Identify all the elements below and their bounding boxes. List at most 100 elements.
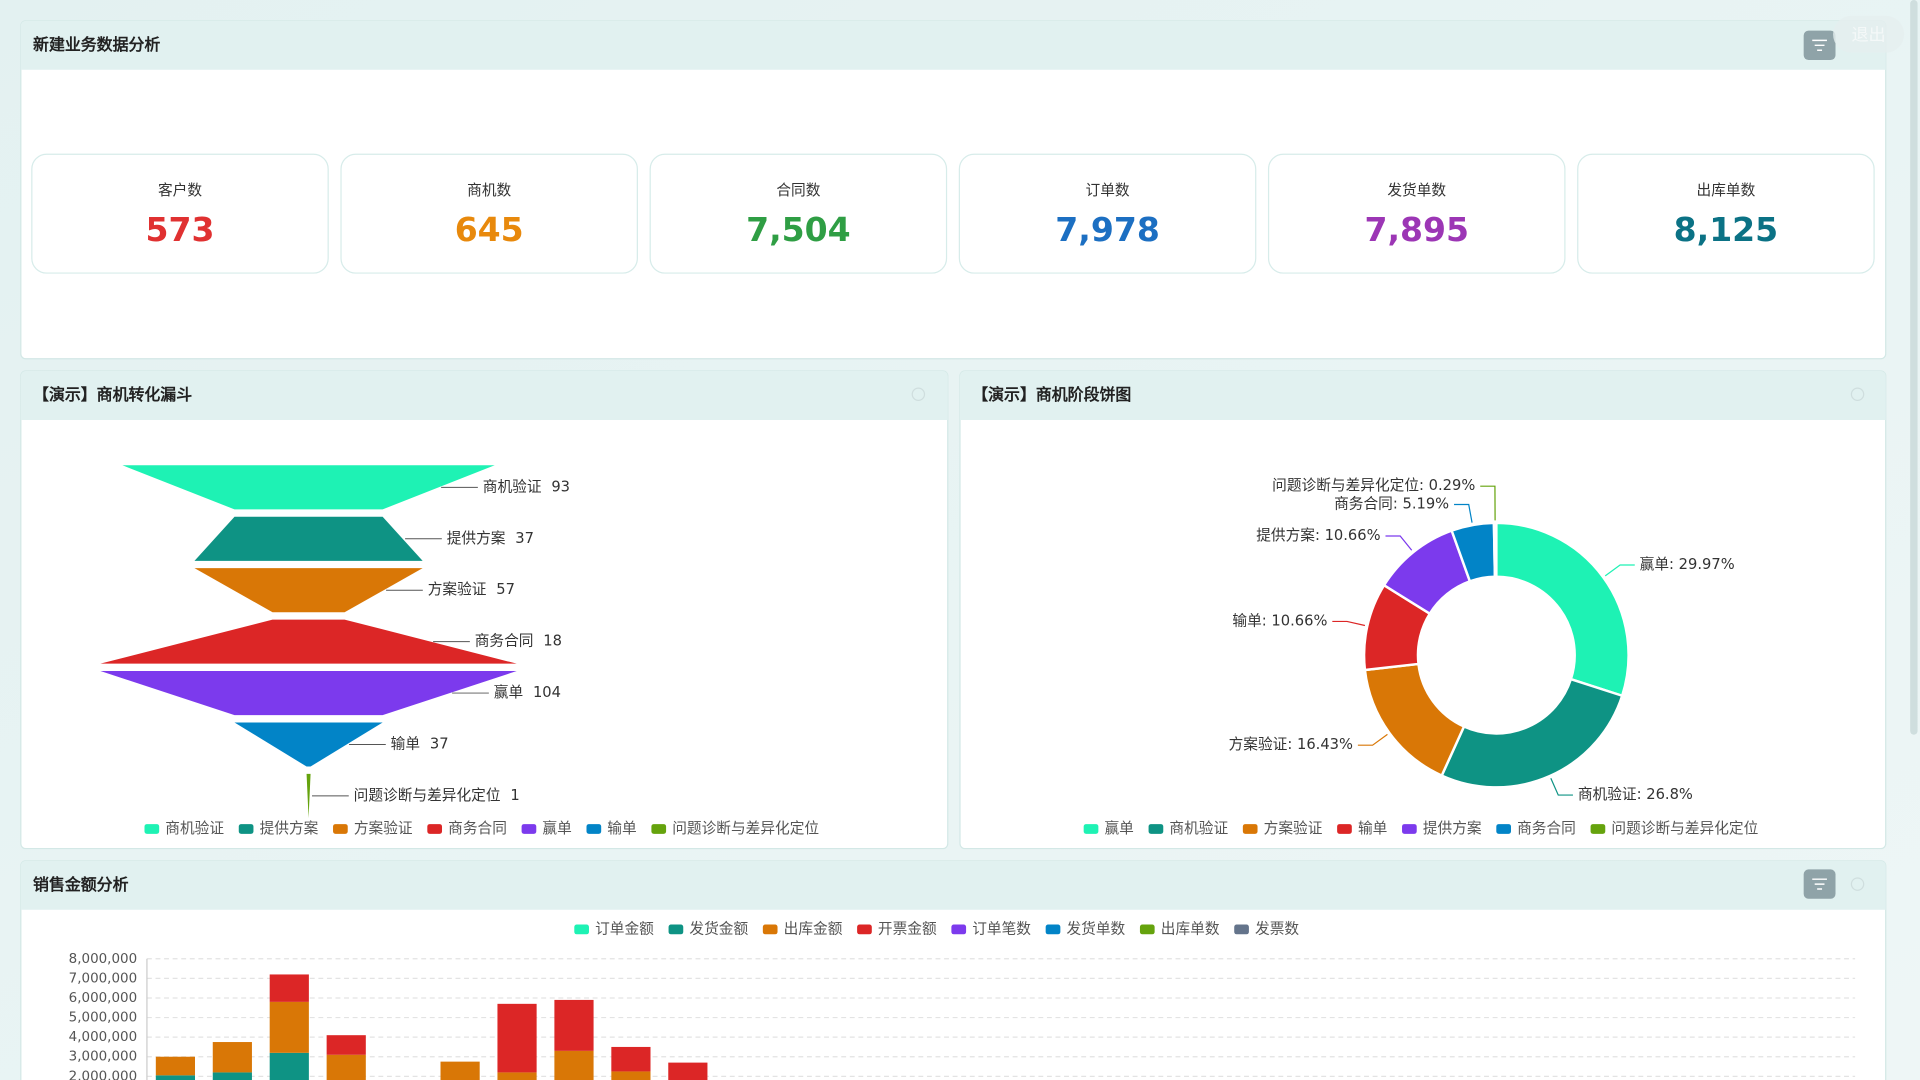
- logout-button[interactable]: [1833, 15, 1905, 53]
- legend-swatch: [427, 824, 443, 834]
- panel-title: 【演示】商机转化漏斗: [33, 385, 192, 404]
- panel-title: 【演示】商机阶段饼图: [972, 385, 1131, 404]
- legend-label: 订单金额: [595, 920, 654, 937]
- legend-label: 输单: [607, 820, 636, 837]
- bar: [269, 1001, 309, 1053]
- legend: 赢单 商机验证 方案验证 输单 提供方案 商务合同 问题诊断与差异化定位: [1083, 819, 1759, 837]
- pie-label: 商机验证: 26.8%: [1578, 786, 1693, 803]
- stat-value: 573: [146, 210, 215, 249]
- funnel-value: 18: [543, 633, 562, 650]
- legend-swatch: [144, 824, 160, 834]
- pie-slice: [1492, 521, 1498, 578]
- pie-label: 赢单: 29.97%: [1640, 556, 1735, 573]
- funnel-label: 提供方案: [447, 529, 506, 547]
- filter-icon: [1812, 878, 1827, 890]
- refresh-icon[interactable]: [1850, 387, 1865, 402]
- legend-swatch: [238, 824, 254, 834]
- stat-card: 商机数 645: [340, 153, 638, 274]
- logout-label[interactable]: 退出: [1851, 26, 1885, 46]
- pie-label: 提供方案: 10.66%: [1256, 526, 1380, 544]
- leader-line: [1550, 778, 1573, 796]
- pie-label: 输单: 10.66%: [1232, 612, 1327, 629]
- legend-label: 出库金额: [784, 920, 843, 937]
- bar: [155, 1056, 195, 1076]
- leader-line: [1454, 503, 1473, 523]
- funnel-label: 方案验证: [428, 580, 487, 598]
- legend-swatch: [1242, 824, 1258, 834]
- stat-cards: 客户数 573 商机数 645 合同数 7,504 订单数 7,978 发货单数 7,895 出库单…: [31, 153, 1875, 274]
- pie-slice: [1495, 521, 1630, 698]
- pie-label: 方案验证: 16.43%: [1229, 735, 1353, 753]
- legend-swatch: [762, 924, 778, 935]
- stat-value: 8,125: [1674, 210, 1779, 249]
- bar: [554, 999, 594, 1051]
- legend-swatch: [1496, 824, 1511, 834]
- pie-label-name: 商机验证: [1578, 786, 1637, 803]
- bar: [497, 1072, 537, 1080]
- y-tick-label: 6,000,000: [69, 991, 137, 1006]
- panel-overview: 新建业务数据分析 退出: [20, 15, 1905, 360]
- legend-swatch: [951, 924, 967, 935]
- bar: [155, 1075, 195, 1080]
- leader-line: [1332, 620, 1366, 627]
- stat-card: 发货单数 7,895: [1267, 153, 1566, 274]
- bar: [269, 1052, 309, 1080]
- legend-label: 出库单数: [1161, 920, 1220, 937]
- pie-label: 商务合同: 5.19%: [1334, 496, 1449, 513]
- filter-icon: [1812, 39, 1827, 51]
- refresh-icon[interactable]: [911, 387, 926, 402]
- legend-swatch: [1148, 824, 1164, 834]
- scrollbar[interactable]: [1910, 0, 1918, 735]
- bar: [440, 1061, 480, 1080]
- y-tick-label: 5,000,000: [69, 1011, 137, 1026]
- funnel-segment: [234, 722, 383, 767]
- pie-label-name: 商务合同: [1334, 496, 1393, 513]
- funnel-label: 输单: [391, 735, 420, 752]
- legend-swatch: [857, 924, 872, 935]
- legend-label: 方案验证: [354, 819, 413, 837]
- panel-header: [960, 371, 1886, 420]
- legend-swatch: [586, 824, 602, 834]
- funnel-segment: [194, 568, 423, 613]
- legend-swatch: [1402, 824, 1417, 834]
- y-tick-label: 7,000,000: [69, 971, 137, 986]
- stat-label: 订单数: [1086, 182, 1130, 199]
- legend-label: 提供方案: [260, 819, 319, 837]
- funnel-value: 104: [533, 684, 561, 701]
- legend-label: 赢单: [1104, 820, 1133, 837]
- legend-swatch: [574, 924, 589, 935]
- legend-label: 商机验证: [1169, 820, 1228, 837]
- funnel-label: 问题诊断与差异化定位: [354, 787, 501, 804]
- stat-card: 订单数 7,978: [958, 153, 1257, 274]
- funnel-value: 1: [510, 787, 519, 804]
- legend-label: 问题诊断与差异化定位: [1611, 820, 1758, 837]
- card: [1577, 153, 1875, 274]
- legend-swatch: [333, 824, 348, 834]
- legend-label: 输单: [1358, 820, 1387, 837]
- stat-label: 商机数: [467, 182, 511, 199]
- pie-label-name: 提供方案: [1256, 526, 1315, 544]
- refresh-icon[interactable]: [1850, 877, 1865, 891]
- bar: [497, 1003, 537, 1073]
- leader-line: [1385, 535, 1413, 551]
- y-tick-label: 3,000,000: [69, 1050, 137, 1065]
- pie-label-name: 赢单: [1640, 556, 1669, 573]
- stat-card: 客户数 573: [31, 153, 329, 274]
- panel-header: [20, 860, 1886, 910]
- legend-label: 问题诊断与差异化定位: [672, 820, 819, 837]
- bar: [611, 1046, 651, 1072]
- pie-label-value: : 26.8%: [1637, 786, 1693, 803]
- pie-label: 问题诊断与差异化定位: 0.29%: [1272, 477, 1475, 494]
- stat-label: 发货单数: [1387, 182, 1446, 199]
- leader-line: [1357, 733, 1388, 746]
- legend-swatch: [1045, 924, 1061, 935]
- card: [649, 153, 948, 274]
- stat-label: 合同数: [776, 182, 820, 199]
- funnel-segment: [194, 516, 423, 561]
- pie-label-value: : 29.97%: [1669, 556, 1735, 573]
- y-tick-label: 2,000,000: [69, 1069, 137, 1080]
- legend-swatch: [668, 924, 684, 935]
- bar: [611, 1071, 651, 1080]
- pie-label-name: 问题诊断与差异化定位: [1272, 477, 1419, 494]
